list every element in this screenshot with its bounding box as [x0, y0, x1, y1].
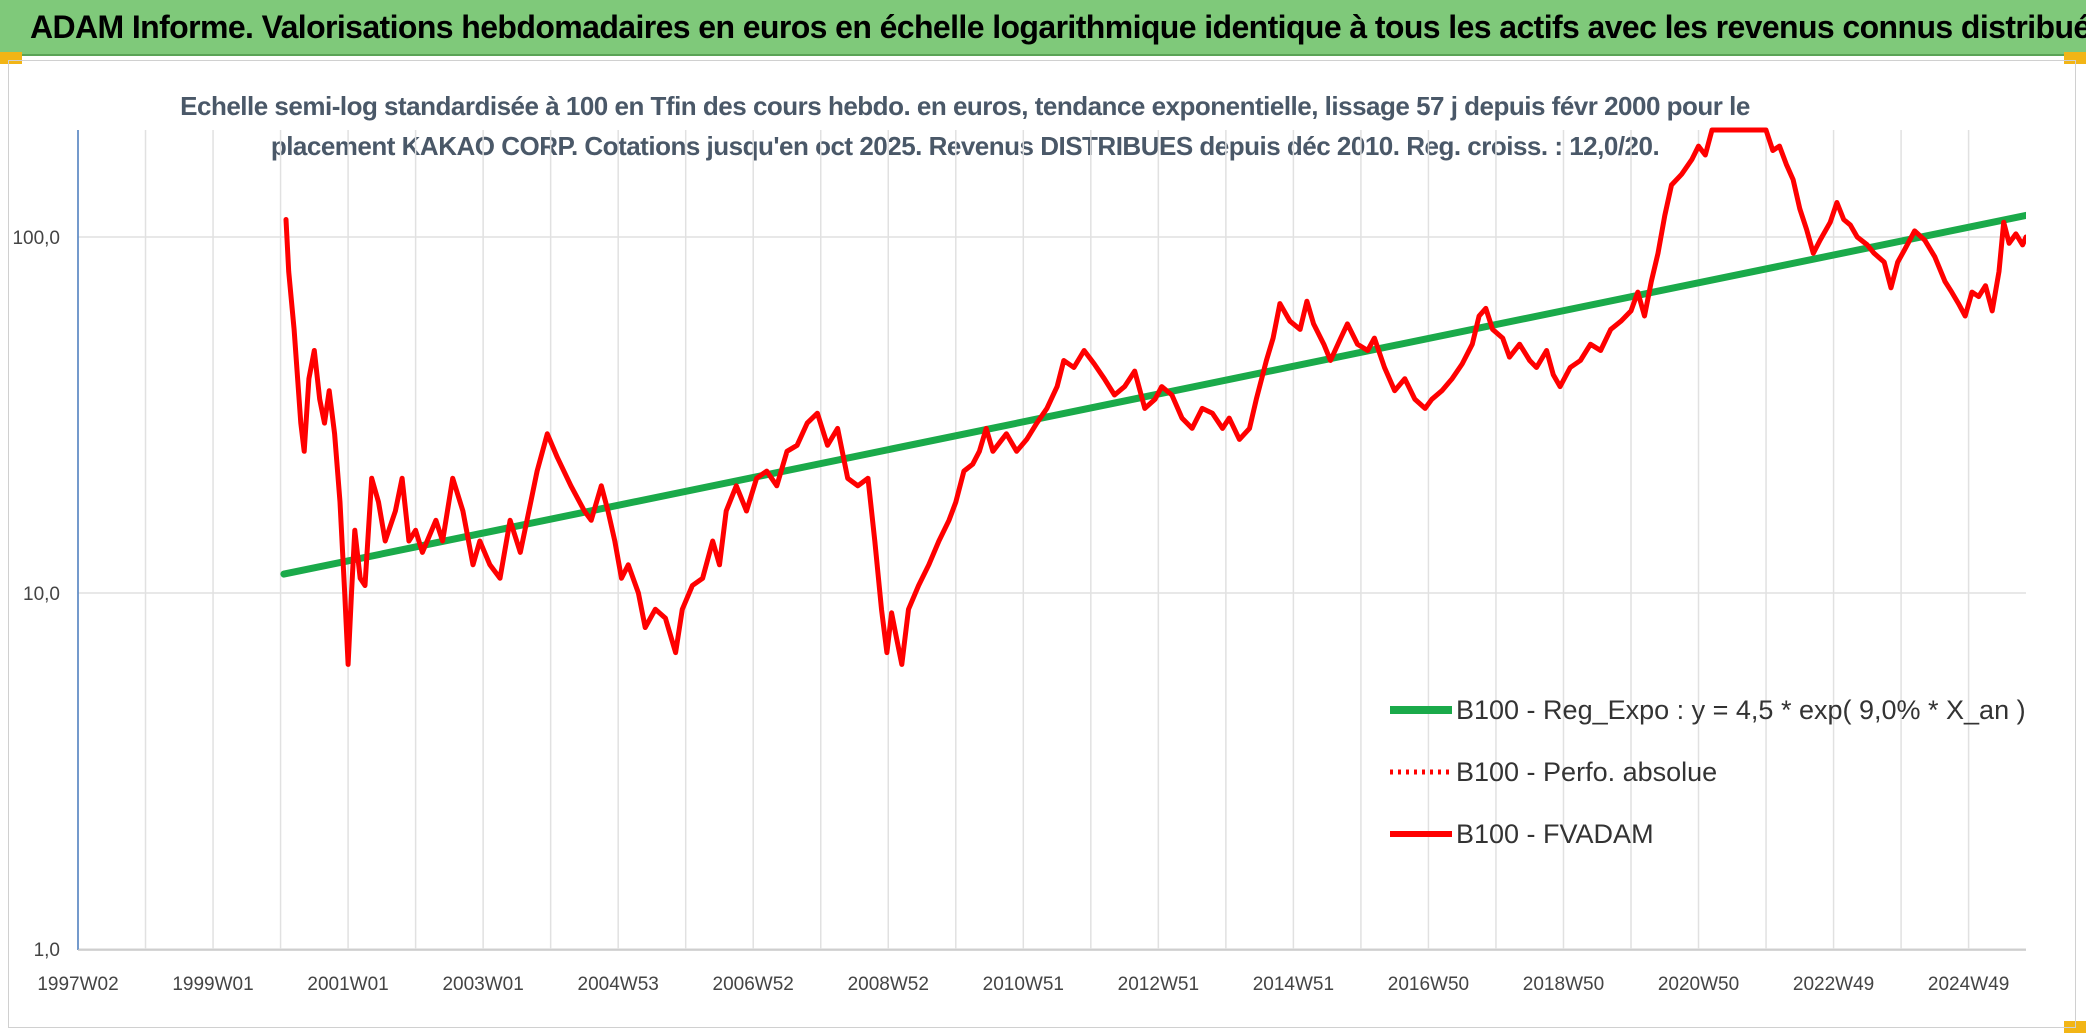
- banner-title: ADAM Informe. Valorisations hebdomadaire…: [30, 9, 2086, 45]
- series-layer: [280, 127, 2026, 667]
- x-tick-label: 2016W50: [1388, 974, 1469, 995]
- legend-label-1: B100 - Perfo. absolue: [1456, 757, 1717, 787]
- x-tick-label: 2010W51: [983, 974, 1064, 995]
- x-tick-label: 2014W51: [1253, 974, 1334, 995]
- grid: [77, 130, 2026, 950]
- x-tick-label: 2004W53: [578, 974, 659, 995]
- x-tick-label: 1999W01: [172, 974, 253, 995]
- x-tick-label: 2006W52: [713, 974, 794, 995]
- corner-marker-left: [0, 52, 22, 64]
- axes: 1,0 10,0 100,0 1997W02 1999W01 2001W01 2003W01…: [12, 130, 2026, 995]
- chart-title-line-1: Echelle semi-log standardisée à 100 en T…: [180, 91, 1750, 121]
- series-line-2: [283, 127, 2026, 667]
- y-tick-label: 1,0: [34, 940, 60, 961]
- x-tick-label: 1997W02: [37, 974, 118, 995]
- corner-marker-right: [2064, 52, 2086, 64]
- x-tick-label: 2012W51: [1118, 974, 1199, 995]
- legend-label-2: B100 - FVADAM: [1456, 819, 1654, 849]
- x-tick-label: 2022W49: [1793, 974, 1874, 995]
- x-tick-label: 2008W52: [848, 974, 929, 995]
- x-tick-label: 2001W01: [307, 974, 388, 995]
- legend: B100 - Reg_Expo : y = 4,5 * exp( 9,0% * …: [1390, 695, 2026, 849]
- legend-label-0: B100 - Reg_Expo : y = 4,5 * exp( 9,0% * …: [1456, 695, 2026, 725]
- banner: ADAM Informe. Valorisations hebdomadaire…: [0, 0, 2086, 56]
- x-tick-label: 2020W50: [1658, 974, 1739, 995]
- x-tick-label: 2003W01: [442, 974, 523, 995]
- y-tick-label: 100,0: [12, 228, 60, 249]
- y-tick-label: 10,0: [23, 584, 60, 605]
- x-tick-label: 2024W49: [1928, 974, 2009, 995]
- x-tick-label: 2018W50: [1523, 974, 1604, 995]
